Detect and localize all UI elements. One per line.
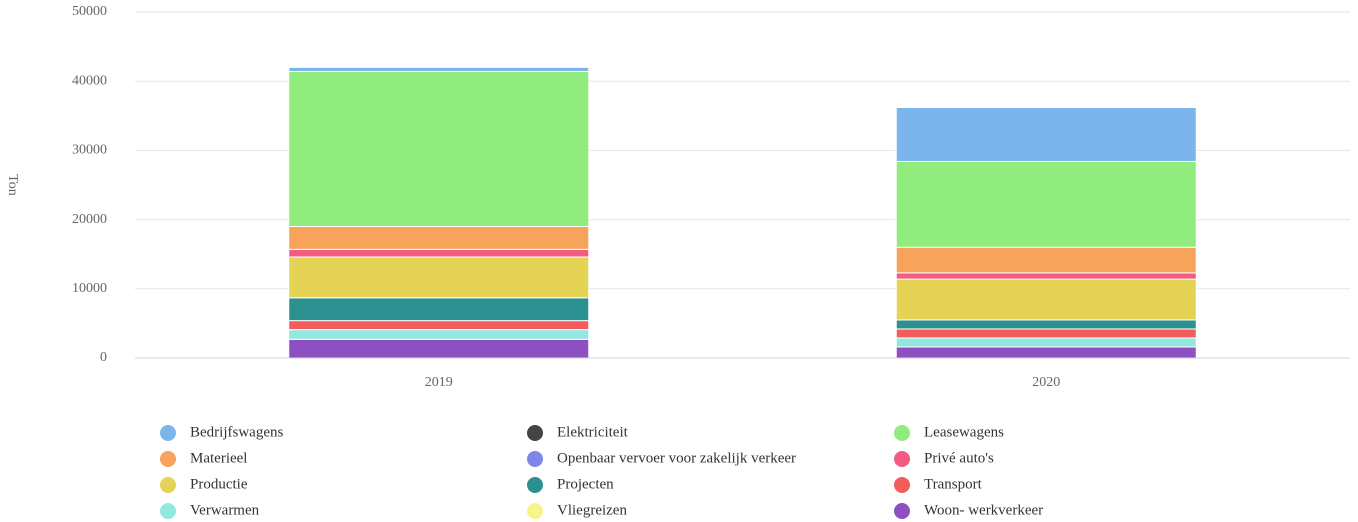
legend-label: Leasewagens xyxy=(924,424,1004,440)
legend-marker xyxy=(160,477,176,493)
bar-segment xyxy=(288,320,590,331)
y-tick-label: 30000 xyxy=(72,143,107,158)
legend-label: Productie xyxy=(190,476,248,492)
legend-marker xyxy=(894,503,910,519)
bar-segment xyxy=(895,246,1197,274)
bar-segment xyxy=(288,338,590,359)
y-tick-label: 10000 xyxy=(72,281,107,296)
bar-segment xyxy=(895,319,1197,330)
bar-segment xyxy=(288,248,590,258)
bar-segment xyxy=(895,337,1197,348)
y-tick-label: 0 xyxy=(100,350,107,365)
legend-label: Bedrijfswagens xyxy=(190,424,283,440)
legend-marker xyxy=(894,477,910,493)
legend-marker xyxy=(527,503,543,519)
legend-label: Elektriciteit xyxy=(557,424,629,440)
legend-label: Vliegreizen xyxy=(557,502,627,518)
bar-segment xyxy=(288,226,590,250)
y-axis-label: Ton xyxy=(5,174,20,196)
y-tick-label: 50000 xyxy=(72,4,107,19)
legend-label: Privé auto's xyxy=(924,450,994,466)
legend-label: Transport xyxy=(924,476,983,492)
bar-segment xyxy=(288,329,590,340)
legend-label: Verwarmen xyxy=(190,502,260,518)
legend-label: Projecten xyxy=(557,476,614,492)
bar-segment xyxy=(288,256,590,299)
legend-marker xyxy=(527,451,543,467)
legend-marker xyxy=(160,451,176,467)
bar-segment xyxy=(288,297,590,322)
x-tick-label: 2019 xyxy=(425,375,453,390)
bar-segment xyxy=(288,66,590,73)
legend-marker xyxy=(160,425,176,441)
y-tick-label: 40000 xyxy=(72,73,107,88)
bar-segment xyxy=(288,71,590,228)
legend-marker xyxy=(527,477,543,493)
bar-segment xyxy=(895,346,1197,359)
y-tick-label: 20000 xyxy=(72,212,107,227)
legend-label: Materieel xyxy=(190,450,247,466)
bar-segment xyxy=(895,160,1197,248)
legend-label: Woon- werkverkeer xyxy=(924,502,1043,518)
bar-segment xyxy=(895,106,1197,162)
legend-marker xyxy=(160,503,176,519)
legend-marker xyxy=(894,451,910,467)
bar-segment xyxy=(895,278,1197,321)
bar-segment xyxy=(895,328,1197,339)
x-tick-label: 2020 xyxy=(1032,375,1060,390)
legend-label: Openbaar vervoer voor zakelijk verkeer xyxy=(557,450,796,466)
legend-marker xyxy=(527,425,543,441)
legend-marker xyxy=(894,425,910,441)
bar-segment xyxy=(895,272,1197,280)
